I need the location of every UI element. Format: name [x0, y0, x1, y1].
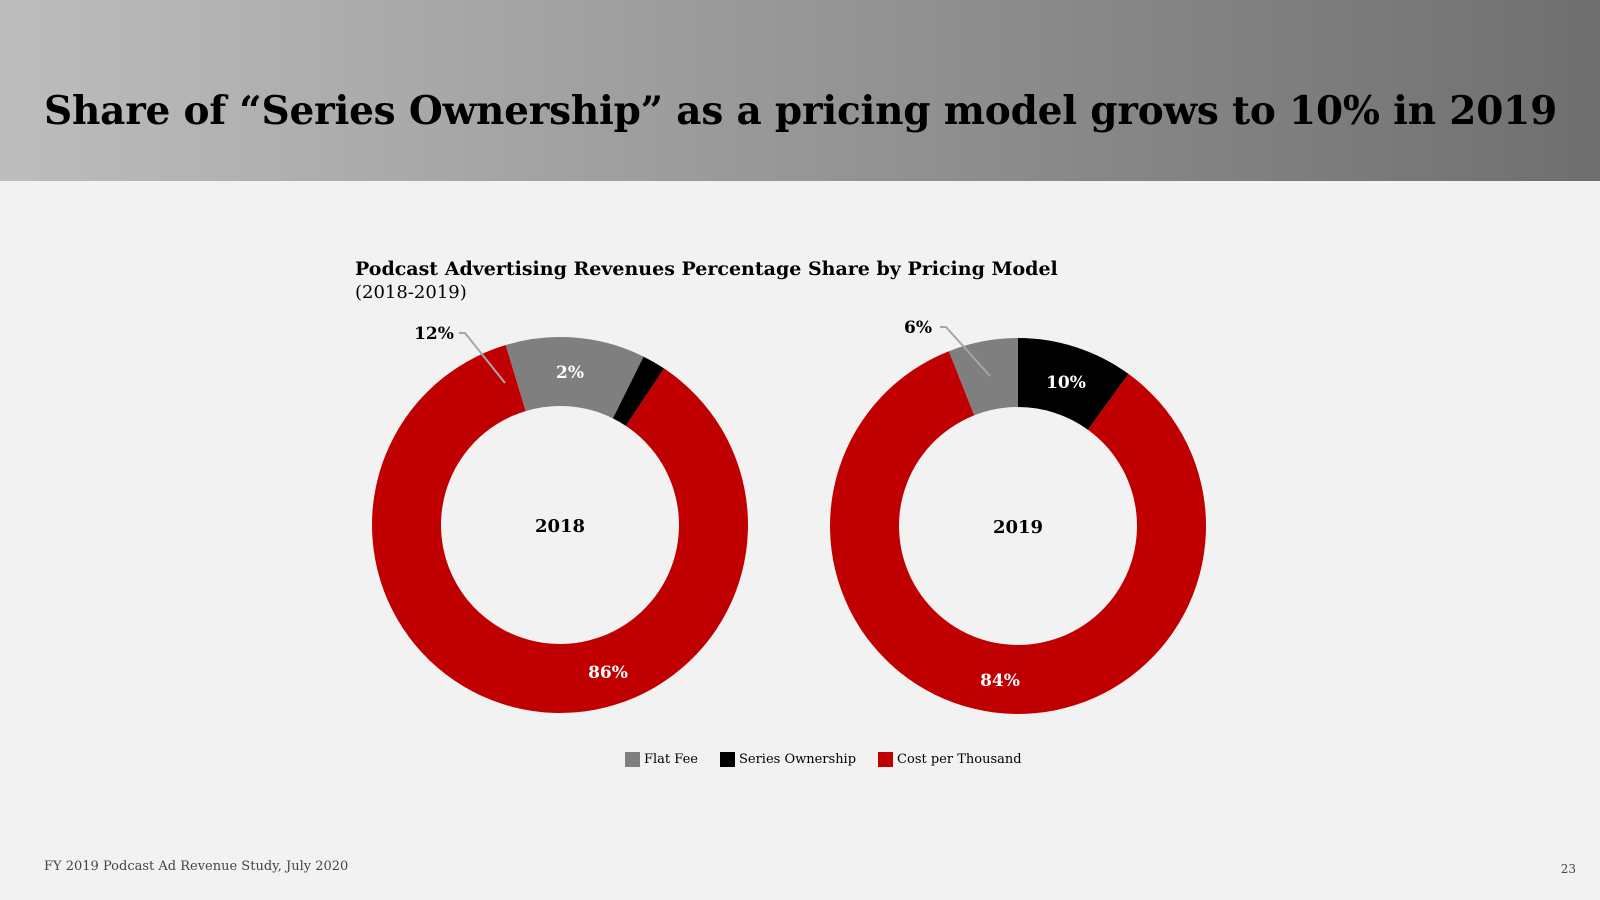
donut-2019-data-label-cost-per-thousand: 84% [980, 671, 1020, 691]
donut-2018-slice-flat-fee [505, 337, 644, 419]
donut-2019-slice-cost-per-thousand [830, 351, 1206, 714]
legend-item-series-ownership: Series Ownership [719, 752, 857, 767]
legend-swatch-series-ownership [719, 752, 735, 767]
legend-label-series-ownership: Series Ownership [738, 752, 857, 767]
donut-2018-data-label-series-ownership: 2% [556, 363, 584, 383]
slide-title: Share of “Series Ownership” as a pricing… [44, 88, 1558, 134]
donut-2018-slice-series-ownership [612, 356, 665, 426]
donut-2019-data-label-flat-fee: 6% [904, 318, 932, 338]
legend-swatch-flat-fee [625, 752, 640, 767]
title-banner: Share of “Series Ownership” as a pricing… [0, 0, 1600, 181]
donut-2018-center-label: 2018 [535, 516, 585, 537]
page-number: 23 [1560, 862, 1576, 876]
donut-2019-slice-flat-fee [948, 338, 1018, 416]
donut-2018-data-label-cost-per-thousand: 86% [588, 663, 628, 683]
footer-source: FY 2019 Podcast Ad Revenue Study, July 2… [44, 859, 349, 874]
legend-item-cost-per-thousand: Cost per Thousand [878, 752, 1022, 767]
legend-label-cost-per-thousand: Cost per Thousand [897, 752, 1022, 767]
chart-legend: Flat Fee Series Ownership Cost per Thous… [625, 752, 1022, 767]
donut-2019-slice-series-ownership [1018, 338, 1129, 430]
donut-2019-center-label: 2019 [993, 517, 1043, 538]
legend-swatch-cost-per-thousand [878, 752, 894, 767]
donut-2018-leader-line-flat-fee [459, 332, 506, 384]
donut-2019-data-label-series-ownership: 10% [1046, 373, 1086, 393]
donut-2019-leader-line-flat-fee [940, 326, 991, 377]
donut-2018-slice-cost-per-thousand [371, 345, 748, 713]
donut-2018-data-label-flat-fee: 12% [414, 324, 454, 344]
chart-title: Podcast Advertising Revenues Percentage … [355, 258, 1058, 280]
legend-label-flat-fee: Flat Fee [644, 752, 698, 767]
chart-subtitle: (2018-2019) [355, 282, 467, 303]
legend-item-flat-fee: Flat Fee [625, 752, 698, 767]
